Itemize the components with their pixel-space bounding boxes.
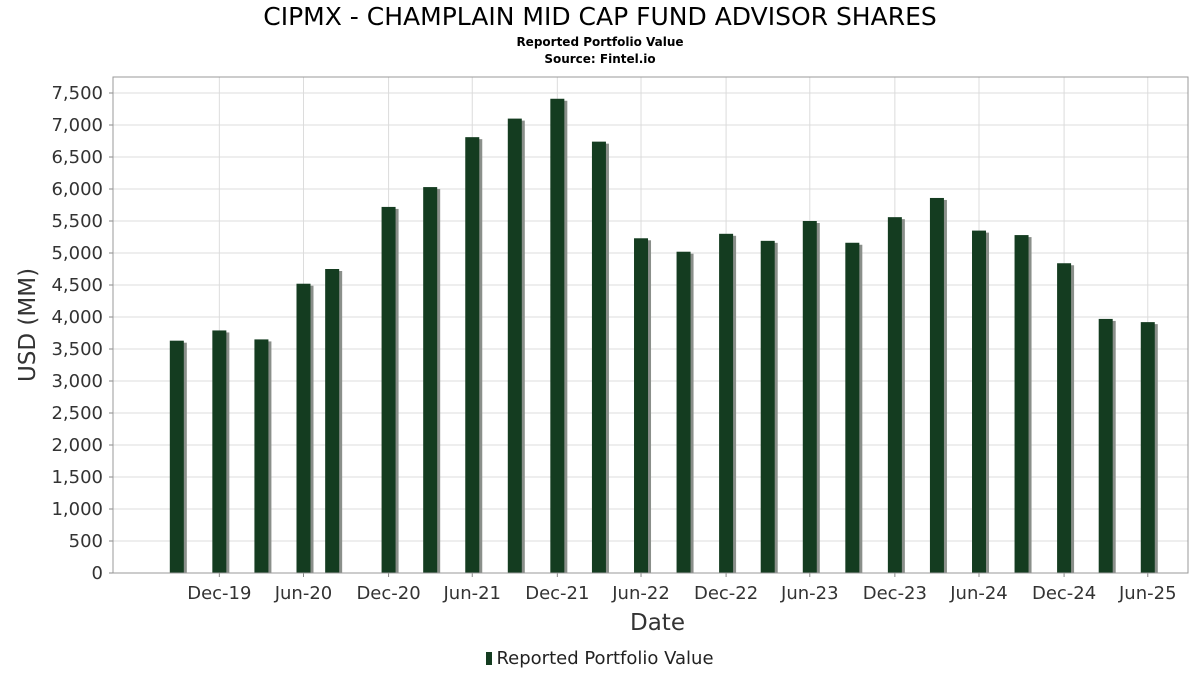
y-tick-label: 3,000: [51, 371, 103, 392]
y-tick-label: 7,000: [51, 115, 103, 136]
x-tick-label: Jun-22: [611, 583, 670, 604]
bar: [507, 118, 522, 573]
x-tick-label: Jun-24: [949, 583, 1008, 604]
legend-swatch: [486, 652, 493, 665]
chart-source: Source: Fintel.io: [544, 52, 656, 66]
y-axis-title: USD (MM): [15, 268, 41, 382]
x-tick-label: Dec-21: [525, 583, 589, 604]
y-tick-label: 4,500: [51, 275, 103, 296]
y-tick-label: 500: [69, 531, 103, 552]
bar: [719, 233, 734, 574]
y-tick-label: 1,500: [51, 467, 103, 488]
bar: [929, 197, 944, 573]
y-tick-label: 7,500: [51, 83, 103, 104]
chart-subtitle: Reported Portfolio Value: [516, 35, 684, 49]
y-tick-label: 5,000: [51, 243, 103, 264]
bar: [550, 98, 565, 573]
bar: [465, 137, 480, 573]
x-tick-label: Dec-22: [694, 583, 758, 604]
legend-label: Reported Portfolio Value: [496, 648, 714, 669]
y-tick-label: 2,500: [51, 403, 103, 424]
bar: [1014, 235, 1029, 573]
bar: [325, 269, 340, 573]
y-tick-label: 0: [92, 563, 103, 584]
y-tick-label: 2,000: [51, 435, 103, 456]
bar: [381, 206, 396, 574]
bar: [972, 230, 987, 573]
bar: [887, 217, 902, 573]
x-tick-label: Jun-21: [442, 583, 501, 604]
chart-title: CIPMX - CHAMPLAIN MID CAP FUND ADVISOR S…: [263, 2, 937, 31]
bar: [296, 283, 311, 573]
bar: [423, 187, 438, 573]
y-tick-label: 4,000: [51, 307, 103, 328]
bar: [845, 242, 860, 573]
y-tick-label: 5,500: [51, 211, 103, 232]
bar: [760, 240, 775, 573]
x-tick-label: Dec-20: [356, 583, 420, 604]
bar: [591, 141, 606, 573]
plot-border: [112, 76, 1189, 574]
x-tick-label: Dec-24: [1032, 583, 1096, 604]
y-tick-label: 6,000: [51, 179, 103, 200]
x-tick-label: Jun-23: [780, 583, 839, 604]
x-tick-label: Jun-25: [1118, 583, 1177, 604]
bar: [212, 330, 227, 573]
x-axis-title: Date: [630, 610, 685, 636]
x-tick-label: Dec-19: [187, 583, 251, 604]
legend: Reported Portfolio Value: [0, 648, 1200, 669]
bar: [1098, 318, 1113, 573]
y-tick-label: 6,500: [51, 147, 103, 168]
bar: [676, 251, 691, 573]
x-tick-label: Dec-23: [863, 583, 927, 604]
bar: [169, 340, 184, 573]
y-tick-label: 3,500: [51, 339, 103, 360]
bar: [802, 221, 817, 573]
bar: [254, 339, 269, 573]
bar: [1140, 322, 1155, 573]
y-tick-label: 1,000: [51, 499, 103, 520]
bar: [1057, 263, 1072, 573]
x-tick-label: Jun-20: [274, 583, 333, 604]
bar: [634, 238, 649, 573]
